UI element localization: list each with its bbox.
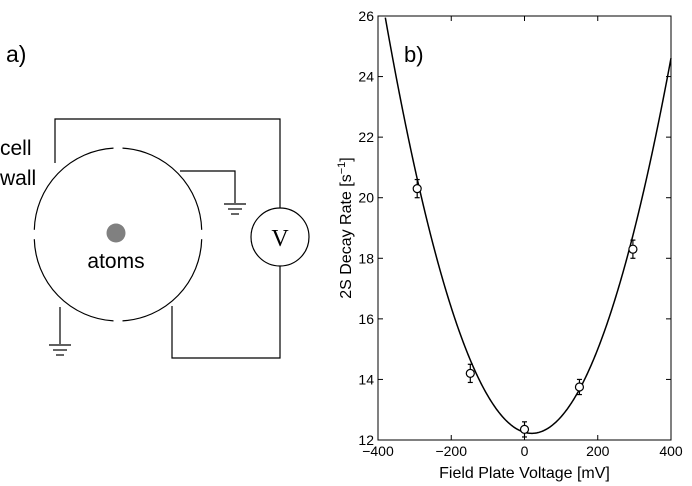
atoms-label: atoms [87, 250, 144, 273]
data-point [412, 178, 422, 199]
voltmeter-label: V [271, 226, 289, 252]
x-tick-label: 400 [659, 443, 683, 459]
panel-b-label: b) [404, 42, 424, 67]
y-tick-label: 16 [358, 311, 374, 327]
x-tick-label: −200 [435, 443, 467, 459]
panel-b-chart: −400 −200 0 200 400 12 14 16 18 20 22 24 26 b) Field… [336, 8, 683, 482]
x-tick-label: 0 [521, 443, 529, 459]
cell-wall-bottom-left-segment [33, 239, 114, 322]
x-tick-label: 200 [586, 443, 610, 459]
panel-a-diagram: a) cell wall atoms [0, 41, 310, 359]
cell-wall-bottom-right-segment [122, 239, 203, 322]
atoms-dot [106, 223, 126, 243]
fit-curve [384, 17, 672, 435]
y-tick-label: 20 [358, 190, 374, 206]
plot-frame [377, 15, 672, 441]
cell-wall-label-line1: cell [0, 137, 32, 160]
cell-wall-label-line2: wall [0, 167, 36, 190]
cell-wall-top-right-segment [122, 147, 203, 230]
tick-labels: −400 −200 0 200 400 12 14 16 18 20 22 24 26 [358, 8, 682, 459]
data-point [574, 378, 585, 396]
y-tick-label: 12 [358, 432, 374, 448]
y-tick-label: 24 [358, 69, 374, 85]
wire-bottom-loop [171, 266, 281, 359]
cell-wall-top-left-segment [33, 147, 114, 230]
y-axis-label: 2S Decay Rate [s−1] [336, 157, 355, 299]
x-tick-label: −400 [362, 443, 394, 459]
data-points [412, 178, 638, 438]
data-marker [412, 184, 422, 194]
y-tick-label: 22 [358, 129, 374, 145]
y-tick-label: 14 [358, 371, 374, 387]
x-axis-label: Field Plate Voltage [mV] [439, 465, 610, 482]
data-point [519, 421, 530, 438]
voltmeter-icon [250, 207, 310, 267]
y-axis-label-close: ] [338, 157, 355, 161]
ground-symbol-left [49, 344, 71, 356]
circuit-wires [54, 118, 281, 359]
ground-symbol-right [224, 203, 246, 215]
data-marker [465, 368, 475, 378]
wire-top-loop [54, 118, 281, 208]
data-point [628, 239, 638, 259]
y-tick-label: 18 [358, 250, 374, 266]
y-axis-label-main: 2S Decay Rate [s [338, 174, 355, 299]
y-axis-label-exponent: −1 [336, 162, 348, 175]
panel-a-label: a) [6, 41, 26, 67]
data-marker [519, 424, 530, 434]
data-point [465, 363, 475, 384]
wire-to-ground-right [180, 170, 236, 203]
cell-wall [33, 147, 203, 322]
data-marker [628, 244, 638, 254]
axis-ticks [377, 15, 672, 441]
y-tick-label: 26 [358, 8, 374, 24]
data-marker [574, 382, 585, 392]
